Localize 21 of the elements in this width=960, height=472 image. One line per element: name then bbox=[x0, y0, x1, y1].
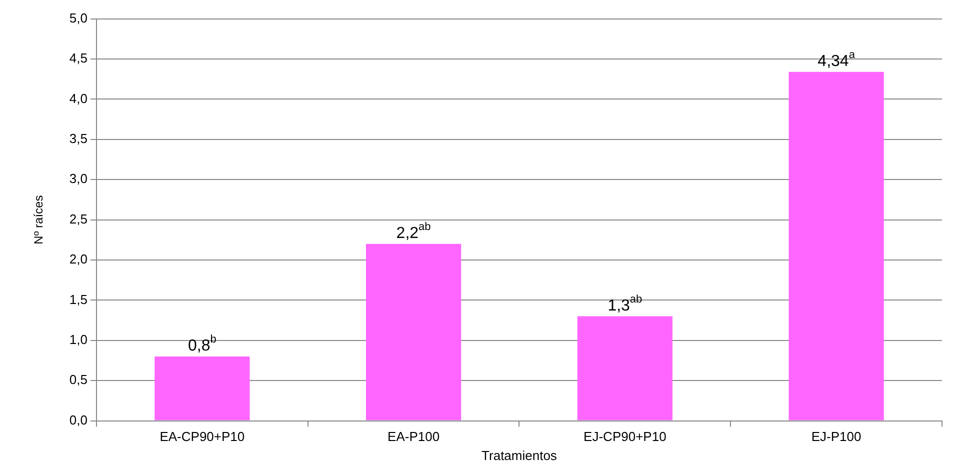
y-tick-label: 1,5 bbox=[69, 292, 88, 307]
y-tick-label: 2,0 bbox=[69, 252, 88, 267]
bar bbox=[154, 356, 250, 420]
y-axis-title: Nº raíces bbox=[32, 195, 46, 244]
x-tick-label: EJ-P100 bbox=[811, 429, 862, 444]
bar bbox=[366, 244, 462, 420]
x-axis-title: Tratamientos bbox=[482, 448, 558, 463]
y-tick-label: 4,5 bbox=[69, 50, 88, 66]
y-tick-label: 5,0 bbox=[69, 10, 88, 26]
x-tick-label: EA-CP90+P10 bbox=[160, 429, 245, 444]
y-tick-label: 1,0 bbox=[69, 332, 88, 347]
y-tick-label: 4,0 bbox=[69, 90, 88, 106]
y-tick-label: 0,5 bbox=[69, 372, 88, 388]
y-tick-label: 0,0 bbox=[69, 412, 88, 428]
y-tick-label: 2,5 bbox=[69, 211, 88, 226]
x-tick-label: EJ-CP90+P10 bbox=[584, 429, 666, 444]
x-tick-label: EA-P100 bbox=[388, 429, 440, 444]
bar bbox=[788, 72, 884, 420]
y-tick-label: 3,0 bbox=[69, 171, 88, 186]
y-tick-label: 3,5 bbox=[69, 130, 88, 146]
bar bbox=[577, 316, 672, 420]
